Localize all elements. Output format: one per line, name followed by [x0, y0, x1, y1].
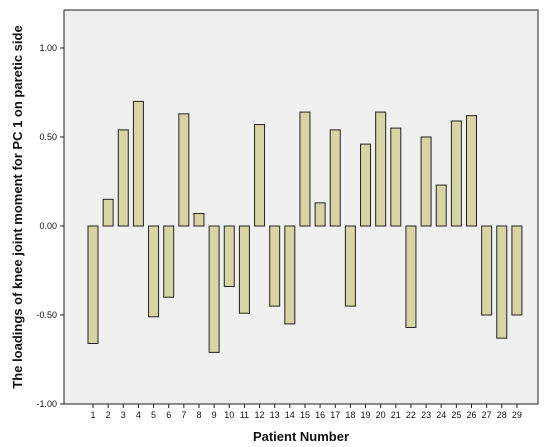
bar-patient-22	[405, 225, 417, 328]
bar-patient-8	[193, 213, 205, 227]
bar-patient-29	[511, 225, 523, 316]
x-tick-label: 12	[255, 410, 265, 420]
bar-patient-16	[314, 202, 326, 227]
bar-patient-4	[132, 100, 144, 227]
x-tick-label: 26	[466, 410, 476, 420]
x-tick-label: 17	[330, 410, 340, 420]
bar-patient-13	[269, 225, 281, 307]
y-axis-ticks: 1.00 0.50 0.00 -0.50 -1.00	[36, 43, 64, 409]
bar-patient-14	[284, 225, 296, 325]
bar-patient-24	[435, 184, 447, 227]
x-axis-title: Patient Number	[253, 429, 349, 444]
x-tick-label: 24	[436, 410, 446, 420]
bar-patient-27	[481, 225, 493, 316]
x-tick-label: 28	[497, 410, 507, 420]
x-tick-label: 25	[451, 410, 461, 420]
x-tick-label: 7	[181, 410, 186, 420]
x-axis-ticks: 1 2 3 4 5 6 7 8 9 10 11 12 13 14 15 16 17 18 19 20 21 22 23 24 2…	[90, 404, 522, 420]
bar-patient-3	[117, 129, 129, 227]
bar-patient-15	[299, 111, 311, 227]
bar-patient-18	[344, 225, 356, 307]
bar-patient-12	[254, 124, 266, 227]
bar-patient-10	[223, 225, 235, 288]
x-tick-label: 6	[166, 410, 171, 420]
bar-patient-2	[102, 198, 114, 227]
x-tick-label: 10	[224, 410, 234, 420]
x-tick-label: 27	[482, 410, 492, 420]
x-tick-label: 22	[406, 410, 416, 420]
bar-patient-17	[329, 129, 341, 227]
x-tick-label: 21	[391, 410, 401, 420]
x-tick-label: 20	[376, 410, 386, 420]
y-tick-label: -1.00	[36, 399, 57, 409]
x-tick-label: 16	[315, 410, 325, 420]
bar-patient-6	[163, 225, 175, 298]
y-axis-title: The loadings of knee joint moment for PC…	[10, 25, 25, 388]
bars-group	[87, 100, 523, 353]
x-tick-label: 8	[196, 410, 201, 420]
bar-patient-11	[238, 225, 250, 314]
x-tick-label: 4	[136, 410, 141, 420]
x-tick-label: 5	[151, 410, 156, 420]
y-tick-label: -0.50	[36, 310, 57, 320]
x-tick-label: 1	[90, 410, 95, 420]
x-tick-label: 19	[361, 410, 371, 420]
x-tick-label: 23	[421, 410, 431, 420]
y-tick-label: 0.50	[39, 132, 57, 142]
bar-patient-19	[360, 143, 372, 227]
bar-patient-25	[450, 120, 462, 227]
bar-patient-28	[496, 225, 508, 339]
x-tick-label: 9	[212, 410, 217, 420]
x-tick-label: 14	[285, 410, 295, 420]
x-tick-label: 3	[121, 410, 126, 420]
bar-patient-9	[208, 225, 220, 353]
bar-patient-20	[375, 111, 387, 227]
x-tick-label: 11	[240, 410, 249, 420]
bar-patient-21	[390, 127, 402, 227]
x-tick-label: 29	[512, 410, 522, 420]
y-tick-label: 0.00	[39, 221, 57, 231]
y-tick-label: 1.00	[39, 43, 57, 53]
bar-patient-23	[420, 136, 432, 227]
bar-patient-5	[148, 225, 160, 318]
bar-patient-7	[178, 113, 190, 227]
x-tick-label: 2	[106, 410, 111, 420]
bar-patient-1	[87, 225, 99, 344]
x-tick-label: 13	[270, 410, 280, 420]
x-tick-label: 18	[345, 410, 355, 420]
x-tick-label: 15	[300, 410, 310, 420]
bar-patient-26	[466, 115, 477, 227]
